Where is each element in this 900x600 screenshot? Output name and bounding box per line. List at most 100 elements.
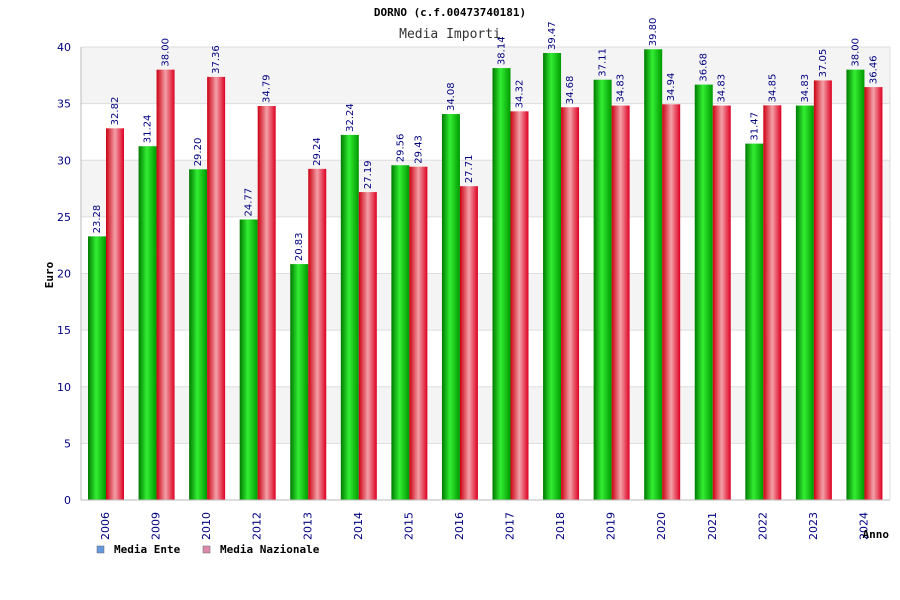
bars — [88, 49, 883, 501]
bar-media-nazionale-2009 — [156, 69, 175, 501]
bar-media-nazionale-2010 — [207, 76, 226, 500]
value-label: 34.94 — [666, 73, 677, 102]
value-label: 38.00 — [161, 38, 172, 67]
axes — [80, 47, 891, 501]
legend-label-media-ente: Media Ente — [114, 543, 181, 556]
bar-media-nazionale-2018 — [561, 107, 580, 501]
bar-media-nazionale-2017 — [510, 111, 529, 501]
bar-media-nazionale-2023 — [813, 80, 832, 500]
value-label: 36.46 — [868, 55, 879, 84]
chart-title: DORNO (c.f.00473740181) — [374, 6, 526, 19]
value-label: 31.24 — [143, 115, 154, 144]
value-label: 27.19 — [363, 160, 374, 189]
y-axis-ticks: 0 5 10 15 20 25 30 35 40 — [57, 41, 71, 507]
bar-media-nazionale-2016 — [459, 186, 478, 500]
value-label: 29.24 — [312, 137, 323, 166]
y-tick-label: 20 — [57, 268, 71, 281]
x-tick-label: 2023 — [807, 512, 820, 540]
value-label: 36.68 — [699, 53, 710, 82]
value-label: 38.00 — [850, 38, 861, 67]
value-label: 29.20 — [193, 138, 204, 167]
x-tick-label: 2020 — [655, 512, 668, 540]
bar-media-ente-2016 — [441, 114, 460, 500]
y-axis-label: Euro — [43, 261, 56, 288]
value-label: 34.83 — [800, 74, 811, 103]
x-tick-label: 2018 — [554, 512, 567, 540]
y-tick-label: 0 — [64, 494, 71, 507]
y-tick-label: 40 — [57, 41, 71, 54]
value-label: 34.83 — [717, 74, 728, 103]
legend-swatch-media-ente — [96, 545, 105, 554]
x-tick-label: 2012 — [251, 512, 264, 540]
bar-media-nazionale-2012 — [257, 106, 276, 501]
bar-media-ente-2013 — [290, 264, 309, 500]
x-tick-label: 2014 — [352, 512, 365, 540]
y-tick-label: 10 — [57, 381, 71, 394]
value-label: 37.11 — [598, 48, 609, 77]
bar-media-nazionale-2013 — [308, 168, 327, 500]
bar-media-nazionale-2021 — [712, 105, 731, 501]
value-label: 37.05 — [818, 49, 829, 78]
value-label: 34.32 — [515, 80, 526, 109]
value-labels: 23.28 32.82 31.24 38.00 29.20 37.36 24.77 34.79… — [92, 18, 879, 261]
legend-swatch-media-nazionale — [202, 545, 211, 554]
x-tick-label: 2019 — [605, 512, 618, 540]
legend-label-media-nazionale: Media Nazionale — [220, 543, 320, 556]
value-label: 39.47 — [547, 21, 558, 50]
bar-media-ente-2023 — [795, 105, 814, 501]
legend: Media Ente Media Nazionale — [96, 543, 320, 556]
value-label: 32.24 — [345, 103, 356, 132]
value-label: 34.68 — [565, 76, 576, 105]
value-label: 38.14 — [497, 36, 508, 65]
value-label: 39.80 — [648, 18, 659, 47]
value-label: 27.71 — [464, 155, 475, 184]
bar-media-ente-2015 — [391, 165, 410, 500]
value-label: 29.56 — [395, 134, 406, 163]
y-tick-label: 5 — [64, 437, 71, 450]
value-label: 31.47 — [749, 112, 760, 141]
bar-media-ente-2009 — [138, 146, 157, 500]
x-tick-label: 2015 — [402, 512, 415, 540]
value-label: 37.36 — [211, 45, 222, 74]
value-label: 32.82 — [110, 97, 121, 126]
value-label: 20.83 — [294, 232, 305, 261]
bar-media-ente-2018 — [543, 53, 562, 500]
bar-media-ente-2024 — [846, 69, 865, 501]
x-tick-label: 2006 — [99, 512, 112, 540]
x-tick-label: 2013 — [301, 512, 314, 540]
chart-subtitle: Media Importi — [399, 27, 501, 42]
bar-media-nazionale-2014 — [358, 192, 377, 501]
bar-media-nazionale-2022 — [763, 105, 782, 500]
bar-media-ente-2012 — [239, 219, 258, 501]
x-tick-label: 2010 — [200, 512, 213, 540]
bar-media-ente-2010 — [189, 169, 208, 500]
bar-media-ente-2021 — [694, 84, 713, 500]
bar-media-ente-2014 — [340, 134, 359, 500]
bar-media-nazionale-2020 — [662, 104, 681, 500]
bar-media-nazionale-2015 — [409, 166, 428, 500]
value-label: 34.79 — [262, 74, 273, 103]
x-tick-label: 2021 — [706, 512, 719, 540]
y-tick-label: 15 — [57, 324, 71, 337]
x-tick-label: 2016 — [453, 512, 466, 540]
x-tick-label: 2017 — [504, 512, 517, 540]
value-label: 23.28 — [92, 205, 103, 234]
value-label: 34.85 — [767, 74, 778, 103]
bar-media-ente-2006 — [88, 236, 106, 500]
x-tick-label: 2024 — [857, 512, 870, 540]
y-tick-label: 25 — [57, 211, 71, 224]
bar-media-ente-2019 — [593, 79, 612, 500]
bar-media-ente-2022 — [745, 143, 764, 501]
bar-media-nazionale-2019 — [611, 105, 630, 501]
value-label: 34.08 — [446, 82, 457, 111]
bar-media-ente-2017 — [492, 68, 511, 500]
bar-media-ente-2020 — [644, 49, 663, 500]
bar-media-nazionale-2024 — [864, 87, 883, 500]
value-label: 24.77 — [244, 188, 255, 217]
bar-media-nazionale-2006 — [106, 128, 124, 500]
y-tick-label: 30 — [57, 154, 71, 167]
x-tick-label: 2009 — [150, 512, 163, 540]
value-label: 29.43 — [413, 135, 424, 164]
value-label: 34.83 — [616, 74, 627, 103]
